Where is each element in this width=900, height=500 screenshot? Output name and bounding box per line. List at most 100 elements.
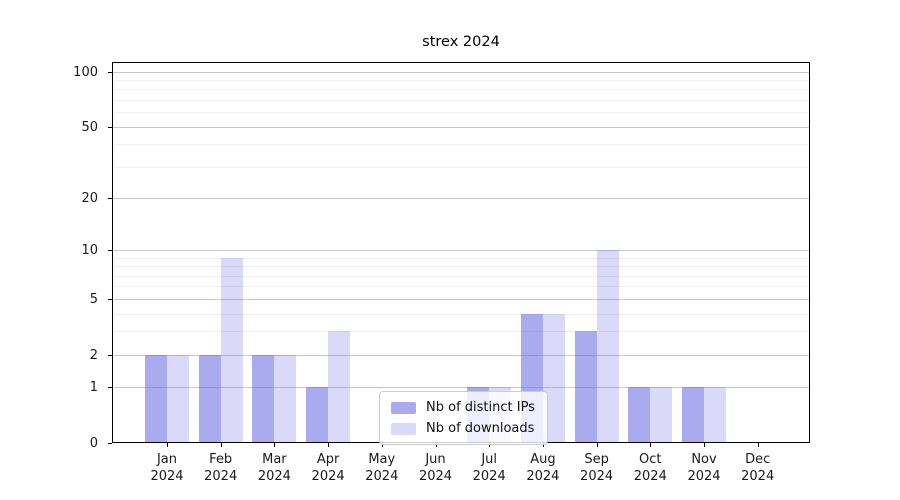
legend-label-downloads: Nb of downloads — [426, 421, 535, 436]
x-tick-label-line: Jan — [156, 452, 178, 467]
bar-nb-of-downloads-apr-2024 — [328, 331, 351, 443]
y-tick — [108, 126, 112, 128]
y-tick-label: 5 — [89, 291, 98, 307]
x-tick-label-line: 2024 — [418, 469, 453, 484]
y-tick-label: 1 — [89, 380, 98, 396]
chart-title: strex 2024 — [422, 34, 500, 50]
legend-item-distinct-ips: Nb of distinct IPs — [391, 399, 535, 416]
gridline-minor — [112, 144, 810, 146]
bar-nb-of-downloads-jan-2024 — [167, 354, 189, 443]
gridline-minor — [112, 331, 810, 333]
gridline-major — [112, 354, 810, 356]
y-tick-label: 20 — [81, 191, 98, 207]
gridline-major — [112, 387, 810, 389]
x-tick-label: Dec 2024 — [727, 451, 789, 485]
gridline-minor — [112, 112, 810, 114]
x-tick-label-line: Jul — [481, 452, 498, 467]
x-tick-label-line: 2024 — [311, 469, 345, 484]
x-tick-label: Aug 2024 — [512, 451, 574, 485]
x-tick-label-line: Oct — [639, 452, 662, 467]
legend-item-downloads: Nb of downloads — [391, 420, 535, 437]
legend-label-distinct-ips: Nb of distinct IPs — [426, 400, 535, 415]
x-tick-label: Jan 2024 — [136, 451, 198, 485]
x-tick-label-line: Apr — [316, 452, 340, 467]
bar-nb-of-distinct-ips-mar-2024 — [252, 354, 275, 443]
x-tick-label-line: Dec — [745, 452, 771, 467]
x-tick-label: Mar 2024 — [243, 451, 305, 485]
x-tick-label: Apr 2024 — [297, 451, 359, 485]
bar-nb-of-distinct-ips-sep-2024 — [574, 331, 597, 443]
x-tick — [757, 443, 759, 447]
y-tick — [108, 71, 112, 73]
plot-area — [112, 62, 810, 443]
x-tick-label-line: 2024 — [687, 469, 721, 484]
x-tick-label-line: Nov — [691, 452, 717, 467]
gridline-minor — [112, 89, 810, 91]
x-tick-label-line: Mar — [262, 452, 287, 467]
x-tick — [381, 443, 383, 447]
y-tick — [108, 387, 112, 389]
gridline-minor — [112, 275, 810, 277]
gridline-minor — [112, 313, 810, 315]
x-tick — [220, 443, 222, 447]
y-tick-label: 50 — [81, 119, 98, 135]
y-tick-label: 10 — [81, 243, 98, 259]
x-tick-label-line: Feb — [209, 452, 233, 467]
x-tick-label: Oct 2024 — [619, 451, 681, 485]
x-tick — [596, 443, 598, 447]
bar-nb-of-downloads-sep-2024 — [596, 250, 619, 443]
gridline-minor — [112, 286, 810, 288]
x-tick-label-line: Aug — [530, 452, 556, 467]
x-tick — [274, 443, 276, 447]
gridline-minor — [112, 166, 810, 168]
x-tick-label: Nov 2024 — [673, 451, 735, 485]
gridline-minor — [112, 80, 810, 82]
bar-nb-of-distinct-ips-oct-2024 — [628, 387, 651, 443]
x-tick-label-line: 2024 — [204, 469, 238, 484]
x-tick-label: Jun 2024 — [405, 451, 467, 485]
x-tick — [435, 443, 437, 447]
bar-nb-of-distinct-ips-feb-2024 — [198, 354, 221, 443]
y-tick — [108, 443, 112, 444]
x-tick — [704, 443, 705, 447]
gridline-minor — [112, 266, 810, 268]
bar-nb-of-downloads-aug-2024 — [542, 313, 565, 443]
x-tick-label: Sep 2024 — [566, 451, 628, 485]
y-tick-label: 100 — [73, 64, 98, 80]
gridline-minor — [112, 100, 810, 102]
x-tick — [328, 443, 330, 447]
x-tick-label-line: Jun — [425, 452, 446, 467]
y-tick — [108, 298, 112, 300]
legend-swatch-distinct-ips — [391, 401, 416, 414]
x-tick-label-line: 2024 — [741, 469, 775, 484]
y-tick-label: 2 — [89, 347, 98, 363]
gridline-major — [112, 298, 810, 300]
gridline-major — [112, 126, 810, 128]
x-tick-label-line: 2024 — [472, 469, 506, 484]
bar-nb-of-downloads-mar-2024 — [274, 354, 297, 443]
gridline-minor — [112, 257, 810, 259]
y-tick — [108, 354, 112, 356]
x-tick-label: Feb 2024 — [190, 451, 252, 485]
x-tick-label-line: Sep — [584, 452, 609, 467]
gridline-major — [112, 71, 810, 73]
bar-nb-of-distinct-ips-nov-2024 — [682, 387, 704, 443]
y-tick-label: 0 — [89, 436, 98, 451]
x-tick — [167, 443, 168, 447]
x-tick-label-line: May — [368, 452, 396, 467]
bar-nb-of-downloads-oct-2024 — [650, 387, 673, 443]
bar-nb-of-distinct-ips-apr-2024 — [306, 387, 329, 443]
x-tick-label-line: 2024 — [526, 469, 560, 484]
x-tick — [650, 443, 652, 447]
y-tick — [108, 198, 112, 200]
x-tick-label-line: 2024 — [580, 469, 614, 484]
gridline-major — [112, 198, 810, 200]
legend: Nb of distinct IPs Nb of downloads — [379, 391, 548, 445]
x-tick-label-line: 2024 — [365, 469, 399, 484]
gridline-major — [112, 250, 810, 252]
x-tick-label-line: 2024 — [633, 469, 667, 484]
legend-swatch-downloads — [391, 422, 416, 435]
x-tick — [542, 443, 544, 447]
bar-nb-of-distinct-ips-jan-2024 — [145, 354, 167, 443]
